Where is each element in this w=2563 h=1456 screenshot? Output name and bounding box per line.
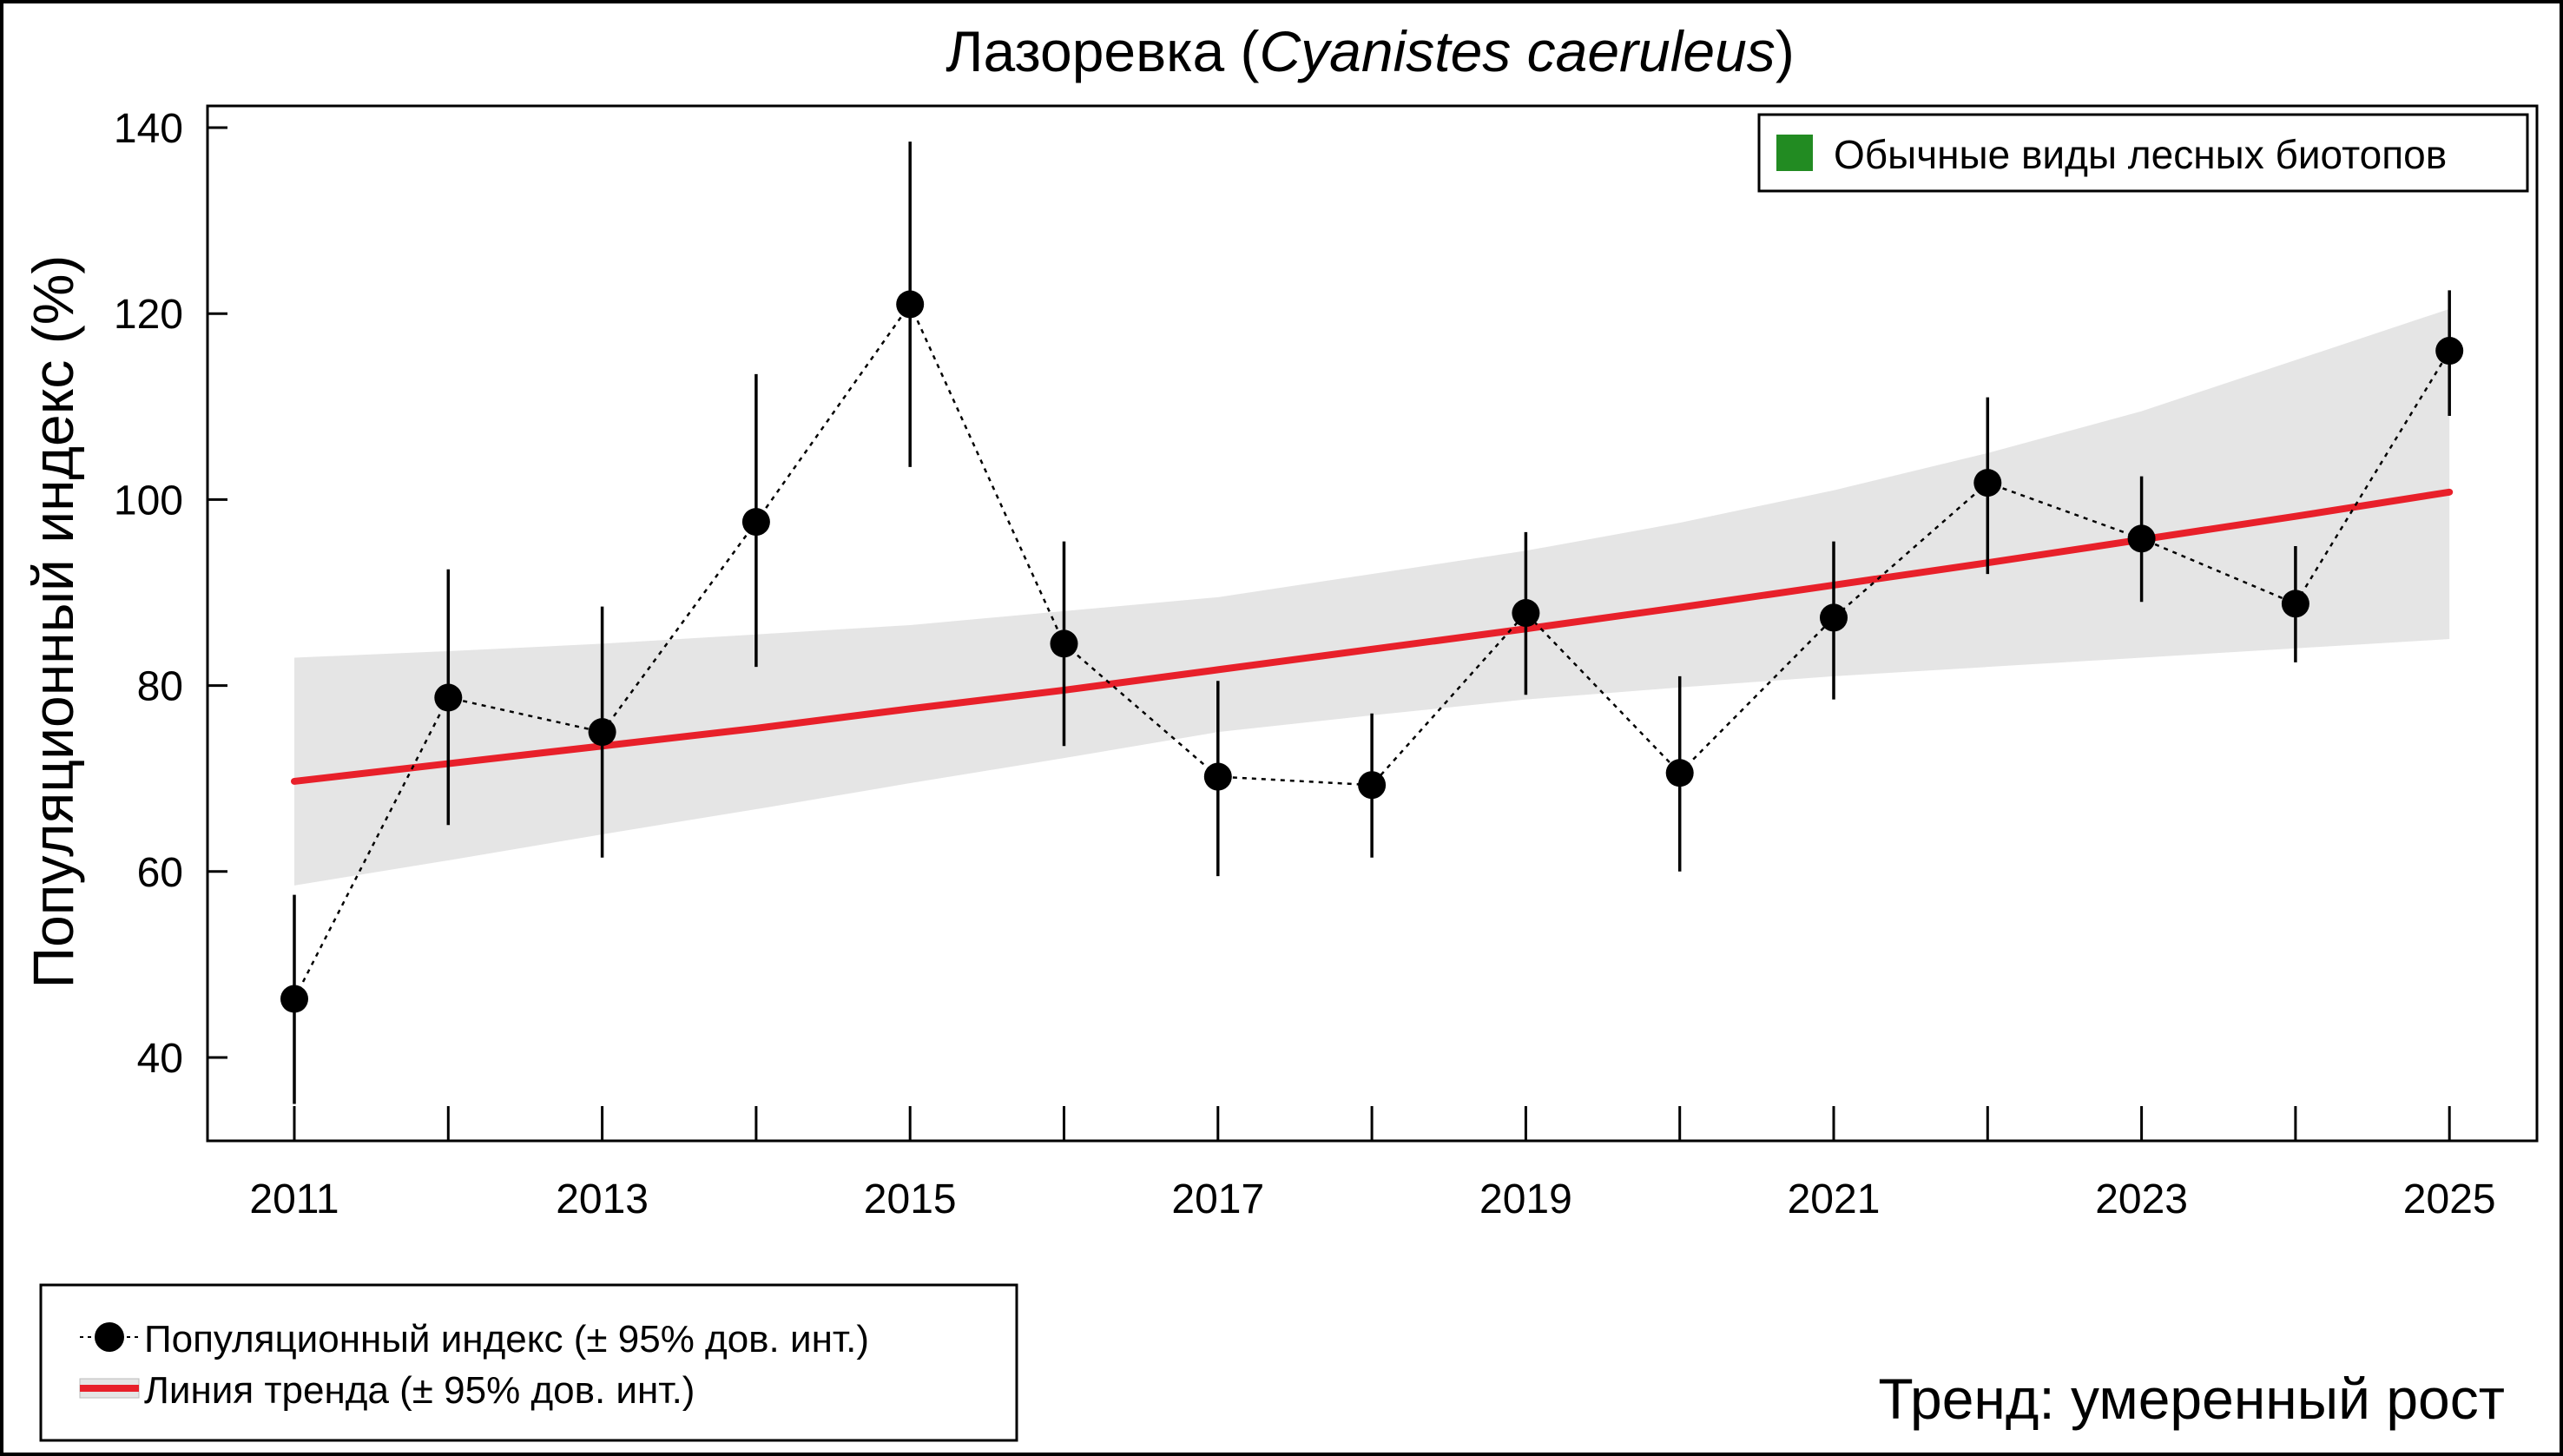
data-point-2013 xyxy=(588,718,616,747)
index-connecting-line xyxy=(293,301,2451,1000)
y-tick-label-120: 120 xyxy=(114,292,183,338)
x-tick-label-2023: 2023 xyxy=(2095,1176,2188,1222)
data-point-2024 xyxy=(2281,590,2309,618)
series-legend-box xyxy=(39,1283,1018,1442)
chart-title: Лазоревка (Cyanistes caeruleus) xyxy=(945,19,1795,83)
data-point-2016 xyxy=(1050,629,1078,658)
plot-area xyxy=(280,142,2464,1104)
data-point-2012 xyxy=(434,683,463,712)
x-tick-label-2025: 2025 xyxy=(2403,1176,2496,1222)
x-tick-label-2011: 2011 xyxy=(249,1176,339,1222)
data-point-2011 xyxy=(280,985,308,1013)
data-point-2018 xyxy=(1358,771,1387,800)
y-tick-label-100: 100 xyxy=(114,478,183,524)
y-tick-label-40: 40 xyxy=(137,1036,183,1082)
legend-index-marker xyxy=(95,1322,124,1352)
x-tick-label-2019: 2019 xyxy=(1479,1176,1572,1222)
series-legend: Популяционный индекс (± 95% дов. инт.) Л… xyxy=(39,1283,1018,1442)
data-point-2025 xyxy=(2435,337,2464,366)
x-tick-label-2017: 2017 xyxy=(1171,1176,1264,1222)
data-point-2015 xyxy=(896,290,925,319)
data-point-2019 xyxy=(1512,599,1540,628)
data-point-2022 xyxy=(1973,469,2002,497)
data-point-2014 xyxy=(741,508,770,537)
x-axis: 2011 2013 2015 2017 2019 2021 2023 2025 xyxy=(249,1106,2496,1222)
x-tick-label-2021: 2021 xyxy=(1788,1176,1881,1222)
group-legend: Обычные виды лесных биотопов xyxy=(1757,113,2529,193)
y-axis-label: Популяционный индекс (%) xyxy=(21,255,85,989)
data-point-2023 xyxy=(2127,524,2156,553)
x-tick-label-2013: 2013 xyxy=(556,1176,649,1222)
group-legend-label: Обычные виды лесных биотопов xyxy=(1834,132,2447,177)
y-tick-label-60: 60 xyxy=(137,850,183,896)
group-legend-swatch xyxy=(1776,135,1813,171)
trend-confidence-band xyxy=(294,308,2450,886)
legend-index-label: Популяционный индекс (± 95% дов. инт.) xyxy=(144,1318,869,1360)
data-point-2017 xyxy=(1203,762,1232,791)
data-point-2021 xyxy=(1820,603,1848,632)
y-axis: 40 60 80 100 120 140 xyxy=(114,106,227,1082)
y-tick-label-140: 140 xyxy=(114,106,183,152)
group-legend-box xyxy=(1757,113,2529,193)
y-tick-label-80: 80 xyxy=(137,664,183,710)
trend-annotation: Тренд: умеренный рост xyxy=(1878,1367,2505,1431)
x-tick-label-2015: 2015 xyxy=(864,1176,957,1222)
legend-trend-label: Линия тренда (± 95% дов. инт.) xyxy=(144,1369,695,1412)
data-point-2020 xyxy=(1665,759,1694,787)
trend-line xyxy=(291,488,2454,785)
